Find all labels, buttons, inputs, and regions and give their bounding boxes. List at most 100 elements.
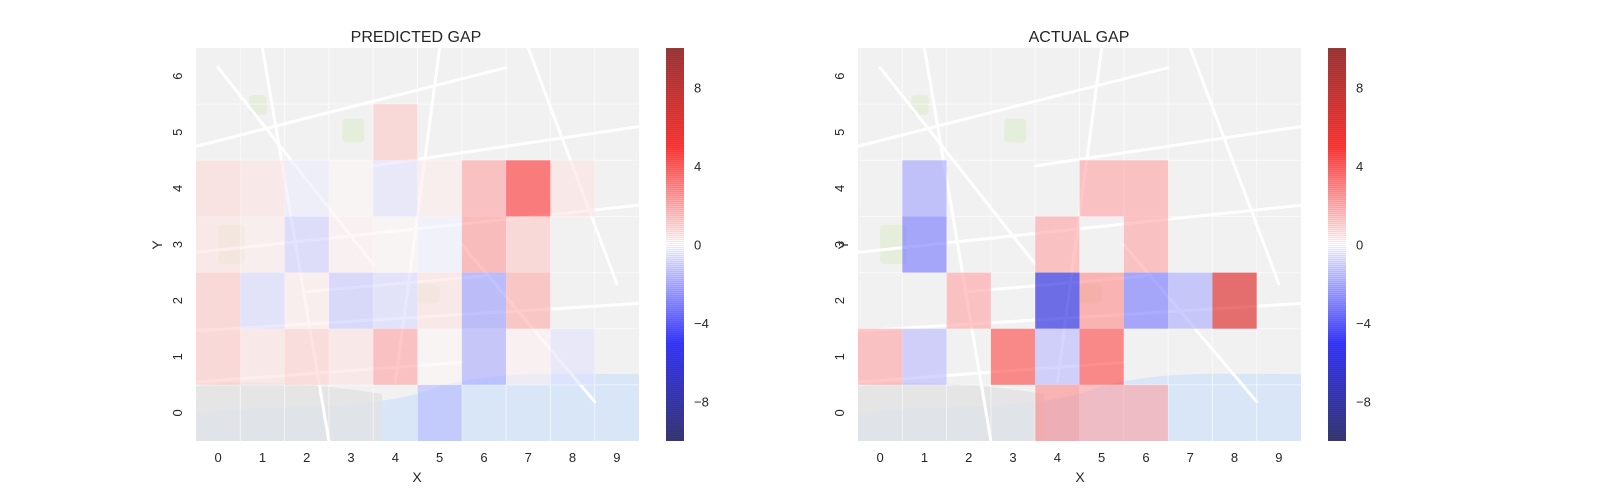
y-tick-label: 0	[170, 409, 185, 416]
colorbar: −8 −4 0 4 8	[666, 48, 709, 441]
x-tick-label: 9	[1275, 450, 1282, 465]
panel-actual: ACTUAL GAP 0 1 2 3 4 5 6 7 8 9 0 1 2 3 4 5 6 X Y −8 −4 0 4…	[832, 29, 1371, 485]
heatmap-cell	[902, 328, 947, 385]
heatmap-cell	[1079, 160, 1124, 217]
colorbar-tick-label: 0	[694, 238, 701, 253]
heatmap-cell	[373, 328, 418, 385]
heatmap-cell	[328, 328, 374, 385]
heatmap-cell	[417, 384, 462, 441]
colorbar-tick-label: −8	[694, 395, 709, 410]
x-tick-label: 3	[1009, 450, 1016, 465]
y-axis-label: Y	[835, 240, 851, 250]
heatmap-cell	[328, 160, 374, 217]
x-axis-label: X	[412, 469, 422, 485]
heatmap-cell	[461, 328, 507, 385]
y-tick-label: 6	[832, 72, 847, 79]
heatmap-cell	[373, 160, 418, 217]
y-tick-label: 2	[832, 297, 847, 304]
y-ticks: 0 1 2 3 4 5 6	[170, 72, 185, 416]
colorbar: −8 −4 0 4 8	[1328, 48, 1371, 441]
x-axis-label: X	[1075, 469, 1085, 485]
heatmap-cell	[461, 272, 507, 329]
colorbar-tick-label: 4	[694, 159, 701, 174]
heatmap-cell	[506, 328, 551, 385]
x-tick-label: 7	[1187, 450, 1194, 465]
heatmap-cell	[1035, 328, 1080, 385]
heatmap-cell	[1035, 272, 1080, 329]
heatmap-cell	[417, 328, 462, 385]
heatmap-cell	[240, 160, 285, 217]
x-tick-label: 3	[347, 450, 354, 465]
colorbar-tick-label: 4	[1356, 159, 1363, 174]
heatmap-cell	[417, 272, 462, 329]
heatmap-cell	[902, 160, 947, 217]
heatmap-cell	[1079, 272, 1124, 329]
heatmap-cell	[417, 216, 462, 273]
colorbar-tick-label: 8	[1356, 80, 1363, 95]
colorbar-tick-label: 8	[694, 80, 701, 95]
heatmap-cell	[990, 328, 1036, 385]
heatmap-cell	[240, 216, 285, 273]
x-tick-label: 0	[215, 450, 222, 465]
y-tick-label: 3	[832, 241, 847, 248]
heatmap-cell	[373, 272, 418, 329]
heatmap-cell	[373, 216, 418, 273]
y-tick-label: 5	[832, 129, 847, 136]
colorbar-tick-label: −4	[694, 316, 709, 331]
heatmap-cells	[858, 160, 1257, 441]
chart-title: ACTUAL GAP	[1029, 29, 1130, 46]
x-tick-label: 7	[525, 450, 532, 465]
x-tick-label: 0	[877, 450, 884, 465]
x-ticks: 0 1 2 3 4 5 6 7 8 9	[215, 450, 621, 465]
y-tick-label: 1	[832, 353, 847, 360]
x-tick-label: 6	[1142, 450, 1149, 465]
heatmap-cell	[1079, 328, 1124, 385]
heatmap-cell	[284, 328, 329, 385]
x-ticks: 0 1 2 3 4 5 6 7 8 9	[877, 450, 1283, 465]
x-tick-label: 4	[392, 450, 399, 465]
x-tick-label: 5	[1098, 450, 1105, 465]
y-ticks: 0 1 2 3 4 5 6	[832, 72, 847, 416]
x-tick-label: 2	[965, 450, 972, 465]
heatmap-cell	[373, 104, 418, 161]
x-tick-label: 6	[480, 450, 487, 465]
y-tick-label: 2	[170, 297, 185, 304]
y-tick-label: 1	[170, 353, 185, 360]
x-tick-label: 4	[1054, 450, 1061, 465]
heatmap-cell	[506, 160, 551, 217]
x-tick-label: 1	[259, 450, 266, 465]
heatmap-cell	[284, 216, 329, 273]
colorbar-tick-label: −8	[1356, 395, 1371, 410]
x-tick-label: 2	[303, 450, 310, 465]
y-tick-label: 5	[170, 129, 185, 136]
heatmap-cell	[240, 272, 285, 329]
y-tick-label: 6	[170, 72, 185, 79]
y-tick-label: 4	[170, 185, 185, 192]
heatmap-cell	[550, 160, 595, 217]
y-tick-label: 0	[832, 409, 847, 416]
heatmap-cell	[196, 272, 241, 329]
heatmap-cell	[1212, 272, 1257, 329]
x-tick-label: 8	[1231, 450, 1238, 465]
heatmap-cell	[1123, 384, 1169, 441]
heatmap-cell	[240, 328, 285, 385]
heatmap-cell	[284, 272, 329, 329]
y-tick-label: 4	[832, 185, 847, 192]
heatmap-cell	[461, 216, 507, 273]
heatmap-cell	[946, 272, 991, 329]
heatmap-cell	[902, 216, 947, 273]
heatmap-cell	[196, 216, 241, 273]
heatmap-cell	[1035, 216, 1080, 273]
heatmap-cell	[196, 160, 241, 217]
x-tick-label: 9	[613, 450, 620, 465]
heatmap-cell	[461, 160, 507, 217]
y-axis-label: Y	[149, 240, 165, 250]
x-tick-label: 5	[436, 450, 443, 465]
heatmap-cell	[550, 328, 595, 385]
heatmap-cell	[196, 328, 241, 385]
x-tick-label: 8	[569, 450, 576, 465]
heatmap-cell	[1035, 384, 1080, 441]
heatmap-cells	[196, 104, 595, 441]
